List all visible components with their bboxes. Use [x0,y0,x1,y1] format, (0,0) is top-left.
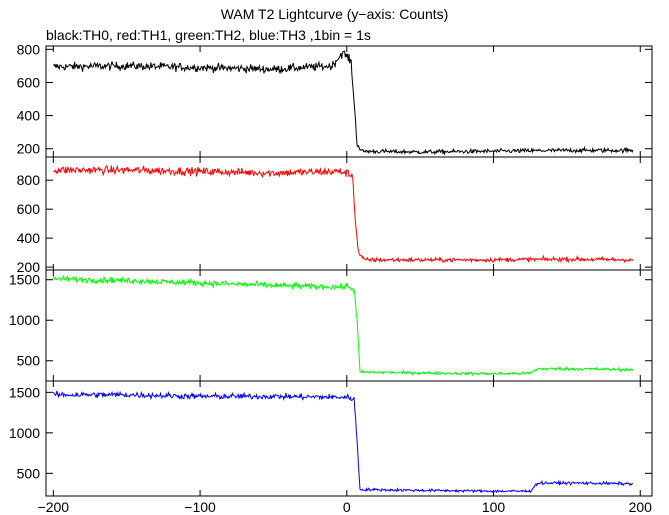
panel-frame-4 [45,380,653,497]
x-tick-label: 100 [482,499,506,515]
series-line-TH1 [52,164,634,264]
y-tick-label: 400 [17,230,41,246]
chart-subtitle: black:TH0, red:TH1, green:TH2, blue:TH3 … [46,27,371,43]
y-tick-label: 600 [17,201,41,217]
y-tick-label: 200 [17,141,41,157]
panel-frame-1 [45,45,653,158]
y-tick-label: 1000 [9,425,40,441]
y-tick-label: 1000 [9,312,40,328]
y-tick-label: 200 [17,259,41,275]
y-tick-label: 400 [17,108,41,124]
series-line-TH0 [52,50,634,156]
x-tick-label: 200 [629,499,653,515]
y-tick-label: 600 [17,74,41,90]
y-tick-label: 1500 [9,384,40,400]
x-tick-label: 0 [343,499,351,515]
y-tick-label: 1500 [9,272,40,288]
y-tick-label: 800 [17,172,41,188]
y-tick-label: 800 [17,41,41,57]
chart-title: WAM T2 Lightcurve (y−axis: Counts) [220,6,449,22]
x-tick-label: −100 [184,499,216,515]
series-line-TH2 [52,274,634,377]
series-line-TH3 [53,390,634,494]
panel-frame-3 [45,269,653,382]
x-tick-label: −200 [38,499,70,515]
y-tick-label: 500 [17,465,41,481]
y-tick-label: 500 [17,353,41,369]
